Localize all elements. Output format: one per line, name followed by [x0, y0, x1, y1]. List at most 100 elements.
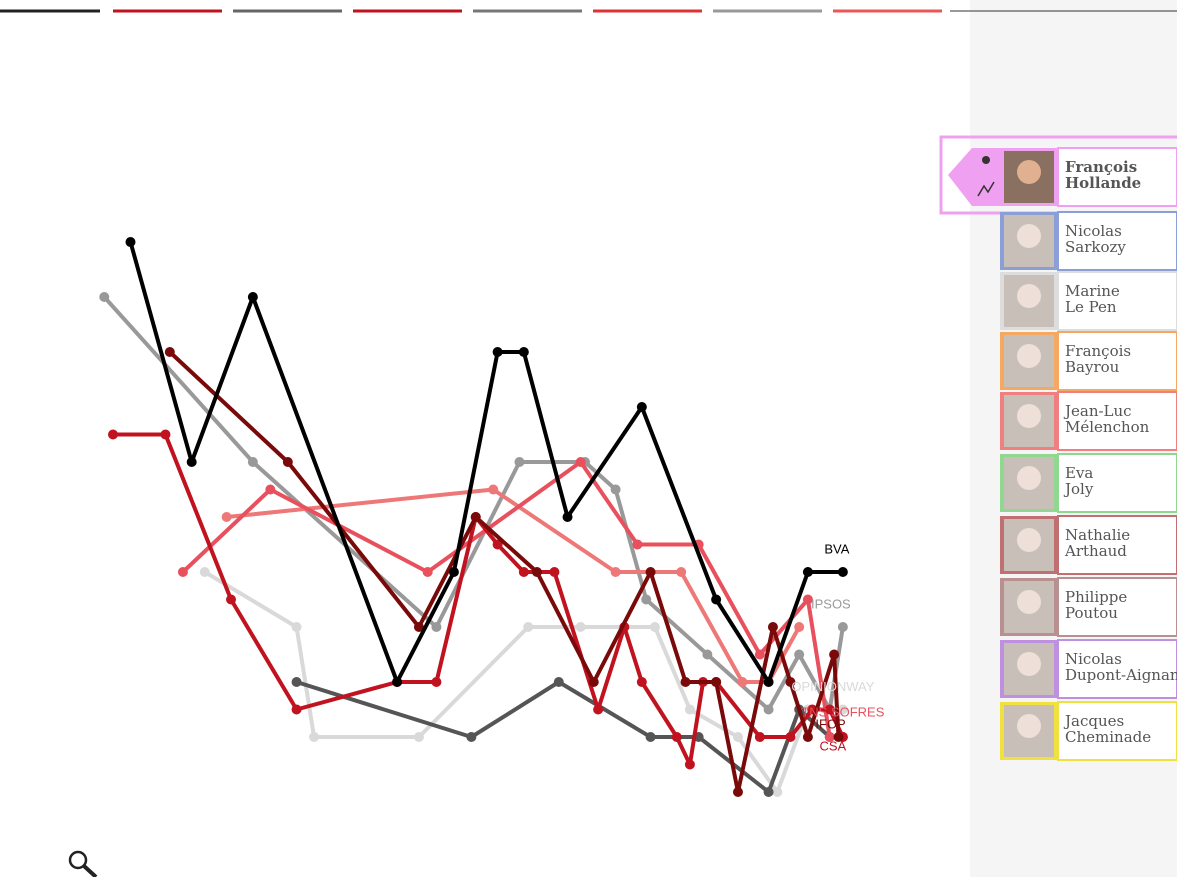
data-point: [610, 567, 621, 577]
data-point: [291, 704, 302, 715]
data-point: [645, 567, 656, 577]
tab: [948, 148, 1000, 206]
data-point: [492, 539, 503, 550]
data-point: [518, 567, 529, 577]
data-point: [99, 292, 110, 302]
photo-face: [1017, 652, 1041, 676]
photo-face: [1017, 466, 1041, 490]
data-point: [641, 594, 652, 605]
data-point: [431, 622, 442, 632]
candidate-first: Nicolas: [1065, 222, 1122, 240]
name-box: [1057, 453, 1177, 513]
data-point: [282, 457, 293, 467]
data-point: [186, 457, 197, 467]
candidate-first: Eva: [1065, 464, 1093, 482]
series-line: [102, 295, 845, 712]
data-point: [632, 539, 643, 550]
icon: [977, 181, 995, 197]
candidate-first: Nathalie: [1065, 526, 1130, 544]
photo-face: [1017, 224, 1041, 248]
candidate-last: Mélenchon: [1065, 418, 1150, 436]
data-point: [108, 429, 119, 440]
photo-face: [1017, 404, 1041, 428]
data-point: [645, 732, 656, 742]
data-point: [553, 677, 564, 687]
data-point: [575, 457, 586, 467]
data-point: [164, 347, 175, 357]
data-point: [732, 787, 743, 797]
name-box: [1057, 701, 1177, 761]
data-point: [492, 347, 503, 357]
name-box: [1057, 271, 1177, 331]
name-box: [1057, 331, 1177, 391]
zoom-icon[interactable]: [68, 850, 98, 877]
data-point: [309, 732, 320, 742]
name-box: [1057, 577, 1177, 637]
data-point: [785, 732, 796, 742]
data-point: [531, 567, 542, 577]
series-label: IPSOS: [811, 596, 851, 611]
data-point: [413, 732, 424, 742]
data-point: [737, 677, 748, 687]
data-point: [247, 292, 258, 302]
name-box: [1057, 147, 1177, 207]
series-line: [128, 241, 843, 684]
photo-face: [1017, 284, 1041, 308]
series-label: CSA: [820, 738, 847, 753]
data-point: [785, 677, 796, 687]
candidate-last: Dupont-Aignan: [1065, 666, 1177, 684]
candidate-last: Bayrou: [1065, 358, 1120, 376]
data-point: [763, 787, 774, 797]
series-line: [168, 350, 841, 794]
data-point: [767, 622, 778, 632]
data-point: [226, 594, 237, 605]
data-point: [523, 622, 534, 632]
series-label: TNS SOFRES: [801, 704, 884, 719]
data-point: [802, 732, 813, 742]
data-point: [177, 567, 188, 577]
candidate-first: François: [1065, 158, 1137, 176]
series-line: [181, 460, 843, 739]
candidate-last: Hollande: [1065, 174, 1141, 192]
candidate-last: Joly: [1063, 480, 1094, 498]
data-point: [837, 622, 848, 632]
data-point: [763, 704, 774, 715]
data-point: [392, 677, 403, 687]
candidate-first: Marine: [1065, 282, 1120, 300]
name-box: [1057, 391, 1177, 451]
data-point: [125, 237, 136, 247]
data-point: [671, 732, 682, 742]
data-point: [802, 594, 813, 605]
data-point: [466, 732, 477, 742]
data-point: [680, 677, 691, 687]
candidate-last: Arthaud: [1064, 542, 1127, 560]
name-box: [1057, 639, 1177, 699]
data-point: [711, 594, 722, 605]
candidate-first: Philippe: [1065, 588, 1127, 606]
data-point: [593, 704, 604, 715]
series-label: IFOP: [815, 716, 845, 731]
data-point: [732, 732, 743, 742]
data-point: [676, 567, 687, 577]
data-point: [824, 732, 835, 742]
data-point: [763, 677, 774, 687]
data-point: [422, 567, 433, 577]
data-point: [824, 704, 835, 715]
data-point: [702, 649, 713, 660]
photo-face: [1017, 528, 1041, 552]
data-point: [562, 512, 573, 522]
data-point: [772, 787, 783, 797]
data-point: [199, 567, 210, 577]
data-point: [794, 649, 805, 660]
